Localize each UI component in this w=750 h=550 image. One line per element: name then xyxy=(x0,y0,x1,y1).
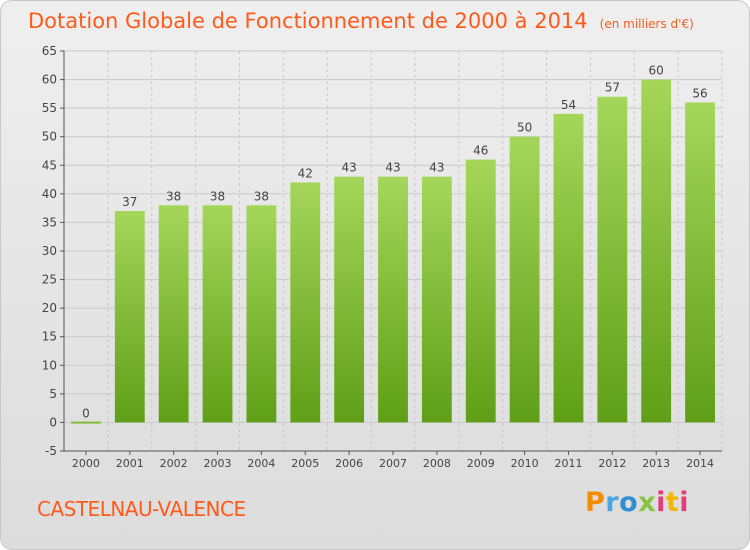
bar xyxy=(378,176,408,423)
x-tick-label: 2013 xyxy=(642,457,670,470)
x-tick-label: 2008 xyxy=(423,457,451,470)
x-tick-label: 2002 xyxy=(160,457,188,470)
x-tick-label: 2001 xyxy=(116,457,144,470)
y-tick-label: 5 xyxy=(49,387,57,401)
y-tick-label: 15 xyxy=(42,330,57,344)
bar xyxy=(158,205,189,423)
chart-unit: (en milliers d'€) xyxy=(599,17,694,31)
value-label: 42 xyxy=(298,166,313,180)
value-label: 38 xyxy=(210,189,225,203)
x-tick-label: 2011 xyxy=(554,457,582,470)
logo-letter: i xyxy=(656,487,666,518)
bar xyxy=(114,211,145,423)
logo-letter: o xyxy=(619,487,639,518)
y-tick-label: 25 xyxy=(42,273,57,287)
y-tick-label: 10 xyxy=(42,358,57,372)
bar xyxy=(641,79,672,423)
value-label: 43 xyxy=(341,161,356,175)
labels: -5 0 5 10 15 20 25 30 35 40 45 50 55 60 65 0 2000 37 2001 3… xyxy=(42,44,714,470)
bar xyxy=(509,136,540,423)
logo-letter: x xyxy=(638,487,657,518)
chart-title-text: Dotation Globale de Fonctionnement de 20… xyxy=(28,9,588,33)
logo-letter: r xyxy=(605,487,620,518)
bars xyxy=(71,79,715,424)
value-label: 54 xyxy=(561,98,576,112)
logo-letter: t xyxy=(665,487,680,518)
x-tick-label: 2012 xyxy=(598,457,626,470)
y-tick-label: 30 xyxy=(42,244,57,258)
value-label: 38 xyxy=(166,189,181,203)
value-label: 43 xyxy=(429,161,444,175)
value-label: 60 xyxy=(649,64,664,78)
y-tick-label: 60 xyxy=(42,73,57,87)
logo-letter: P xyxy=(585,487,606,518)
bar xyxy=(334,176,365,423)
proxiti-logo[interactable]: Proxiti xyxy=(585,487,689,518)
value-label: 38 xyxy=(254,189,269,203)
x-tick-label: 2003 xyxy=(204,457,232,470)
bar xyxy=(597,96,628,423)
value-label: 50 xyxy=(517,121,532,135)
logo-letter: i xyxy=(679,487,690,518)
bar xyxy=(465,159,496,423)
value-label: 43 xyxy=(385,161,400,175)
y-tick-label: -5 xyxy=(45,444,57,458)
value-label: 46 xyxy=(473,144,488,158)
y-tick-label: 50 xyxy=(42,130,57,144)
y-tick-label: 65 xyxy=(42,44,57,58)
bar xyxy=(71,421,101,424)
value-label: 37 xyxy=(122,195,137,209)
x-tick-label: 2000 xyxy=(72,457,100,470)
bar xyxy=(553,113,584,423)
y-tick-label: 35 xyxy=(42,215,57,229)
x-tick-label: 2009 xyxy=(467,457,495,470)
x-tick-label: 2010 xyxy=(511,457,539,470)
x-tick-label: 2005 xyxy=(291,457,319,470)
value-label: 57 xyxy=(605,81,620,95)
value-label: 0 xyxy=(82,406,90,420)
bar xyxy=(685,102,715,423)
bar xyxy=(421,176,452,423)
x-tick-label: 2014 xyxy=(686,457,714,470)
bar xyxy=(202,205,233,423)
bar xyxy=(246,205,277,423)
y-tick-label: 20 xyxy=(42,301,57,315)
value-label: 56 xyxy=(692,86,707,100)
x-tick-label: 2006 xyxy=(335,457,363,470)
y-tick-label: 40 xyxy=(42,187,57,201)
y-tick-label: 55 xyxy=(42,101,57,115)
axes xyxy=(60,50,722,455)
y-tick-label: 45 xyxy=(42,158,57,172)
chart-title: Dotation Globale de Fonctionnement de 20… xyxy=(28,9,694,33)
commune-name: CASTELNAU-VALENCE xyxy=(37,497,246,521)
bar xyxy=(290,182,321,423)
y-tick-label: 0 xyxy=(49,415,57,429)
x-tick-label: 2007 xyxy=(379,457,407,470)
x-tick-label: 2004 xyxy=(247,457,275,470)
